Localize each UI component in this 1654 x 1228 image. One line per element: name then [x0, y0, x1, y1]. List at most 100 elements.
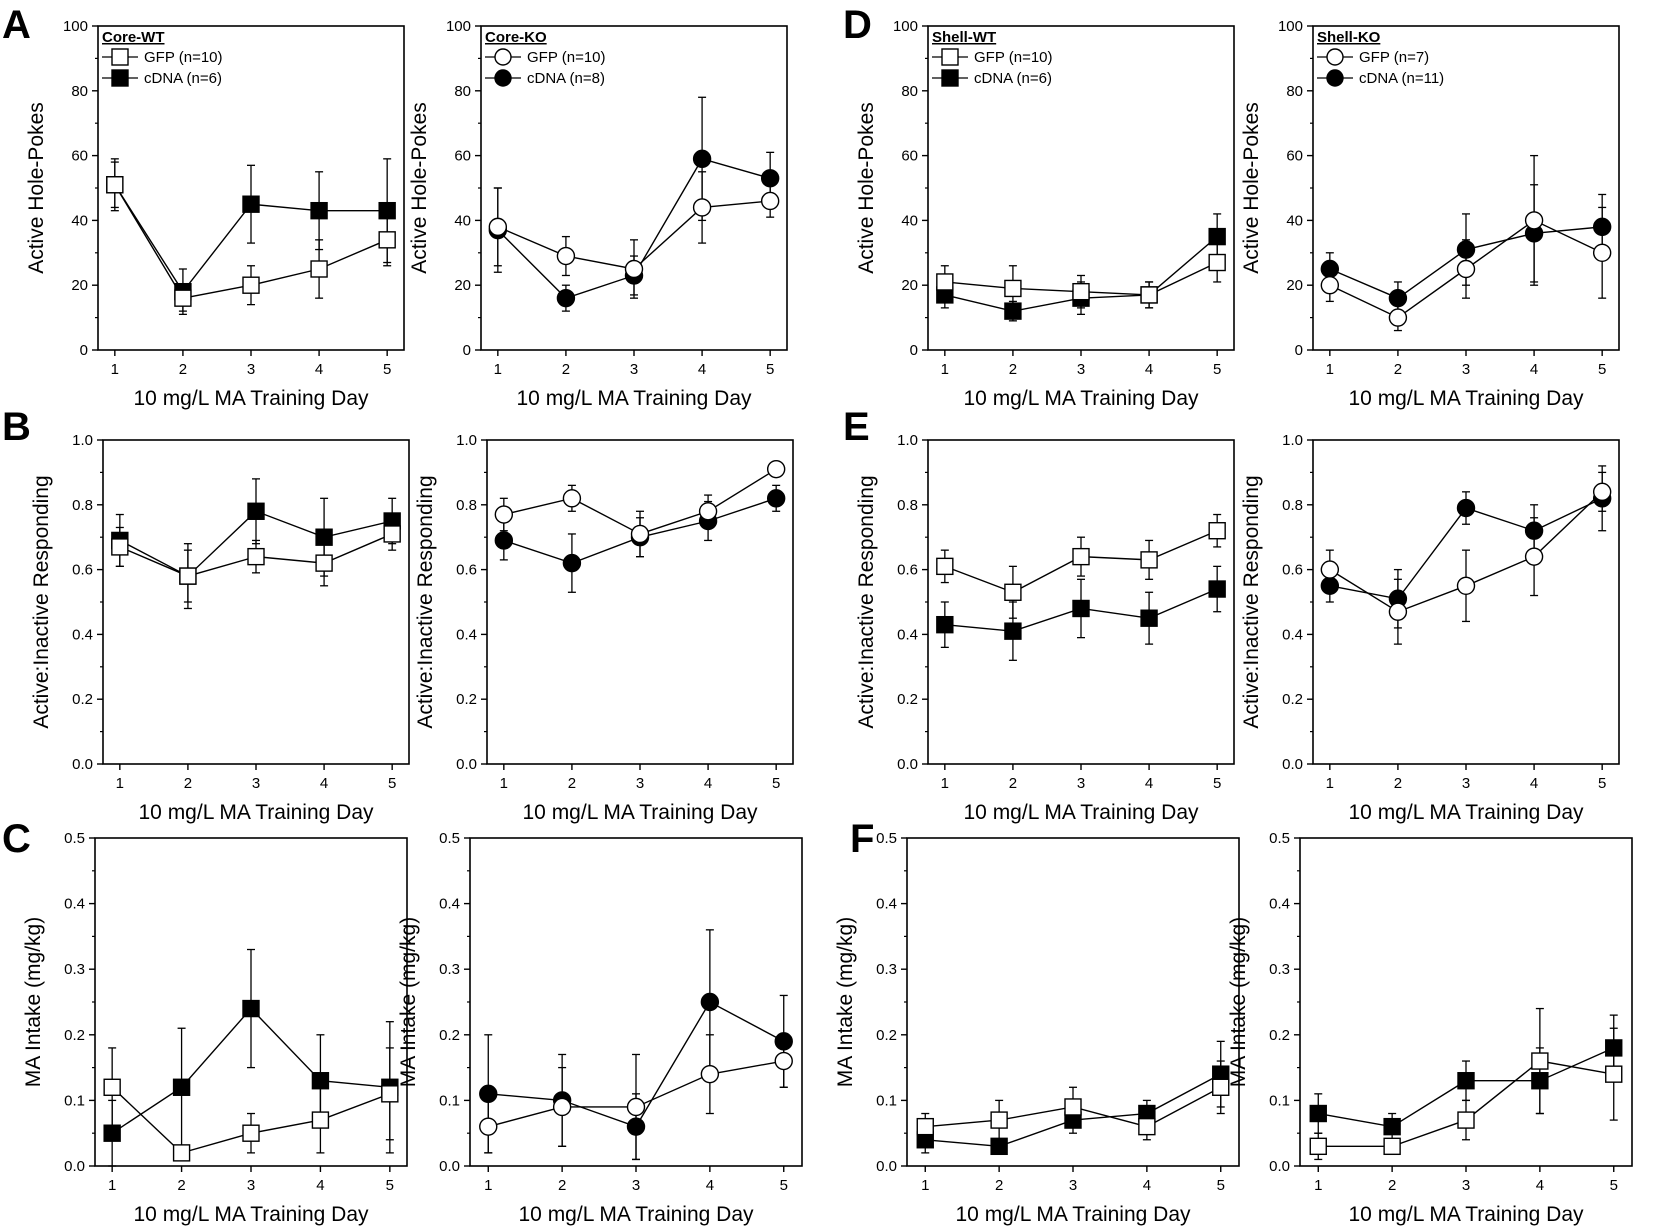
y-tick-label: 0.8	[456, 497, 477, 514]
x-tick-label: 2	[1388, 1177, 1396, 1194]
data-point	[1524, 211, 1544, 230]
y-tick-label: 0.0	[1282, 756, 1303, 773]
y-axis-label: MA Intake (mg/kg)	[1227, 917, 1250, 1087]
data-point	[1208, 522, 1226, 540]
data-point	[1309, 1104, 1327, 1123]
data-point	[488, 217, 508, 237]
y-tick-label: 0.5	[876, 830, 897, 847]
y-tick-label: 0.6	[897, 562, 918, 579]
data-point	[1140, 609, 1158, 627]
y-tick-label: 100	[63, 18, 88, 35]
data-point	[1072, 282, 1090, 301]
x-tick-label: 1	[494, 361, 502, 378]
data-point	[562, 489, 582, 508]
data-point	[1456, 259, 1476, 279]
x-axis-label: 10 mg/L MA Training Day	[523, 801, 758, 824]
series-gfp	[106, 158, 396, 312]
y-tick-label: 0.8	[72, 497, 93, 514]
legend-marker	[494, 69, 512, 87]
x-tick-label: 2	[995, 1177, 1003, 1194]
data-point	[916, 1117, 934, 1136]
x-tick-label: 5	[1213, 361, 1221, 378]
data-point	[1592, 482, 1612, 502]
data-point	[1208, 253, 1226, 272]
y-axis-label: Active:Inactive Responding	[855, 475, 878, 728]
y-tick-label: 0.2	[1269, 1027, 1290, 1044]
data-point	[103, 1124, 121, 1142]
y-tick-label: 0	[910, 342, 918, 359]
y-tick-label: 0.6	[456, 562, 477, 579]
data-point	[242, 195, 260, 213]
data-point	[1138, 1117, 1156, 1136]
x-tick-label: 3	[252, 775, 260, 792]
data-point	[556, 246, 576, 266]
y-tick-label: 0.1	[876, 1092, 897, 1109]
panel-letter-c: C	[2, 817, 31, 861]
legend-title: Core-KO	[485, 29, 547, 46]
legend-marker	[1326, 48, 1344, 66]
legend-title: Core-WT	[102, 29, 165, 46]
y-tick-label: 0.2	[897, 691, 918, 708]
data-point	[936, 273, 954, 291]
y-tick-label: 0.2	[876, 1027, 897, 1044]
series-gfp	[111, 517, 401, 603]
chart-8: 0.0 0.2 0.4 0.6 0.8 1.0 1 2 3 4 5 10 mg/L MA Traini…	[1240, 432, 1620, 824]
y-axis-label: MA Intake (mg/kg)	[22, 917, 45, 1087]
data-point	[378, 231, 396, 249]
data-point	[1383, 1137, 1401, 1156]
y-tick-label: 0.0	[876, 1158, 897, 1175]
x-axis-label: 10 mg/L MA Training Day	[956, 1203, 1191, 1226]
series-gfp	[1320, 471, 1612, 645]
data-point	[1072, 599, 1090, 618]
data-point	[310, 201, 328, 220]
y-tick-label: 0.6	[1282, 562, 1303, 579]
legend-label: cDNA (n=11)	[1359, 70, 1444, 87]
data-point	[1457, 1111, 1475, 1129]
x-tick-label: 2	[558, 1177, 566, 1194]
series-gfp	[488, 171, 780, 299]
x-tick-label: 3	[1077, 361, 1085, 378]
legend-label: cDNA (n=6)	[144, 70, 222, 87]
data-point	[494, 505, 514, 524]
x-tick-label: 4	[706, 1177, 714, 1194]
x-tick-label: 4	[1143, 1177, 1151, 1194]
x-tick-label: 1	[484, 1177, 492, 1194]
data-point	[766, 459, 786, 479]
y-axis-label: Active Hole-Pokes	[1240, 102, 1263, 274]
y-tick-label: 60	[901, 148, 918, 165]
y-tick-label: 20	[454, 277, 471, 294]
y-tick-label: 20	[71, 277, 88, 294]
y-tick-label: 100	[446, 18, 471, 35]
x-tick-label: 4	[320, 775, 328, 792]
data-point	[624, 259, 644, 279]
chart-11: 0.0 0.1 0.2 0.3 0.4 0.5 1 2 3 4 5 10 mg/L MA Traini…	[834, 830, 1240, 1226]
y-axis-label: Active:Inactive Responding	[414, 475, 437, 728]
y-axis-label: MA Intake (mg/kg)	[397, 917, 420, 1087]
y-tick-label: 0.2	[64, 1027, 85, 1044]
data-point	[556, 288, 576, 308]
y-tick-label: 100	[893, 18, 918, 35]
data-point	[383, 525, 401, 543]
y-tick-label: 20	[901, 277, 918, 294]
y-tick-label: 0.4	[72, 626, 93, 643]
data-point	[242, 1124, 260, 1142]
x-axis-label: 10 mg/L MA Training Day	[134, 387, 369, 410]
legend-title: Shell-WT	[932, 29, 996, 46]
x-tick-label: 5	[772, 775, 780, 792]
x-tick-label: 5	[386, 1177, 394, 1194]
data-point	[936, 615, 954, 634]
data-point	[111, 538, 129, 556]
data-point	[1388, 602, 1408, 621]
data-point	[626, 1097, 646, 1117]
data-point	[494, 531, 514, 550]
x-tick-label: 2	[1394, 361, 1402, 378]
x-tick-label: 1	[1326, 361, 1334, 378]
legend-label: GFP (n=7)	[1359, 49, 1429, 66]
y-tick-label: 60	[1286, 148, 1303, 165]
y-tick-label: 0	[463, 342, 471, 359]
data-point	[698, 502, 718, 521]
x-tick-label: 3	[1462, 361, 1470, 378]
data-point	[700, 992, 720, 1012]
x-tick-label: 1	[941, 775, 949, 792]
